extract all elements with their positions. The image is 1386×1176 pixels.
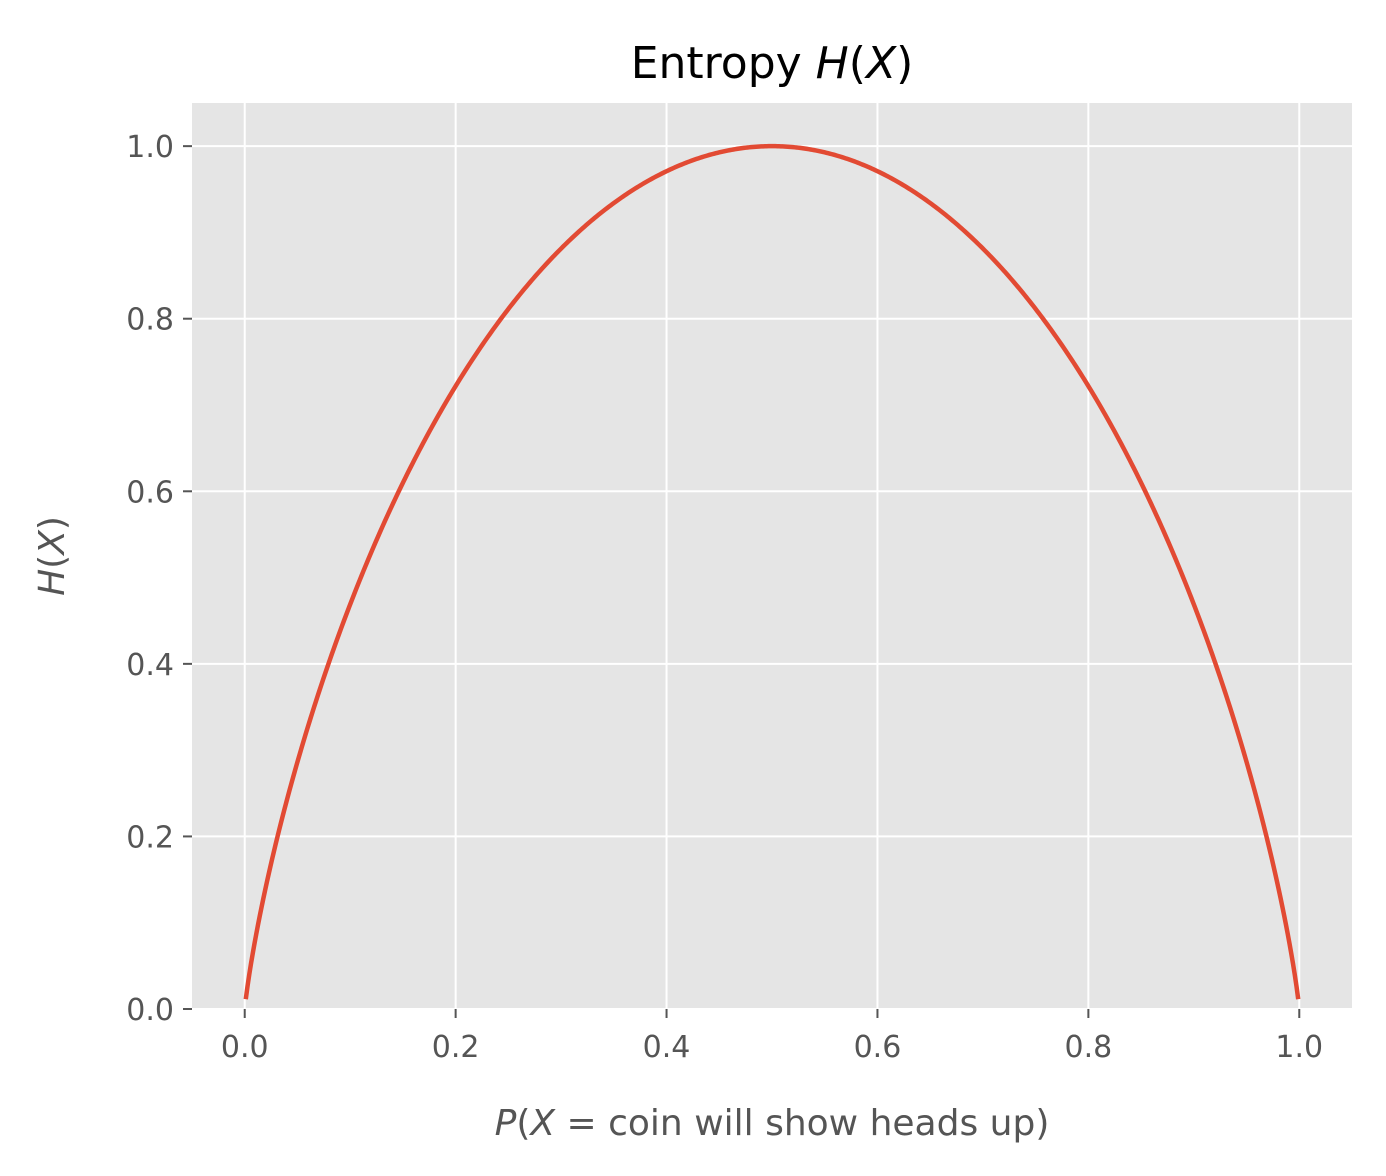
title-prefix: Entropy (631, 38, 816, 89)
y-tick-label: 0.0 (126, 993, 174, 1028)
title-italic-x: X (864, 38, 897, 89)
ylabel-italic-h: H (32, 569, 73, 596)
ylabel-paren-open: ( (32, 555, 73, 569)
y-axis-label: H(X) (32, 516, 73, 596)
xlabel-italic-x: X (528, 1103, 556, 1144)
xlabel-rest: = coin will show heads up) (555, 1103, 1049, 1144)
x-tick-label: 0.6 (854, 1030, 902, 1065)
y-tick-label: 0.6 (126, 475, 174, 510)
x-tick-label: 0.2 (432, 1030, 480, 1065)
ylabel-paren-close: ) (32, 516, 73, 530)
x-tick-label: 1.0 (1275, 1030, 1323, 1065)
axis-ticks: 0.0 0.2 0.4 0.6 0.8 1.0 0.0 0.2 0.4 0.6 0.8 1.0 (126, 130, 1323, 1065)
x-tick-label: 0.0 (221, 1030, 269, 1065)
entropy-series-line (243, 143, 1301, 1000)
xlabel-paren-open: ( (516, 1103, 530, 1144)
x-tick-label: 0.4 (643, 1030, 691, 1065)
y-tick-label: 0.4 (126, 648, 174, 683)
chart-title: Entropy H(X) (631, 38, 914, 89)
title-paren-close: ) (896, 38, 913, 89)
xlabel-italic-p: P (495, 1103, 517, 1144)
series-layer (243, 143, 1301, 1000)
plot-area (192, 103, 1352, 1009)
x-tick-label: 0.8 (1065, 1030, 1113, 1065)
title-paren-open: ( (849, 38, 866, 89)
y-tick-label: 1.0 (126, 130, 174, 165)
x-axis-label: P(X = coin will show heads up) (495, 1103, 1050, 1144)
y-tick-label: 0.8 (126, 303, 174, 338)
y-tick-label: 0.2 (126, 820, 174, 855)
ylabel-italic-x: X (32, 529, 73, 557)
grid-lines (192, 103, 1352, 1010)
title-italic-h: H (816, 38, 849, 89)
